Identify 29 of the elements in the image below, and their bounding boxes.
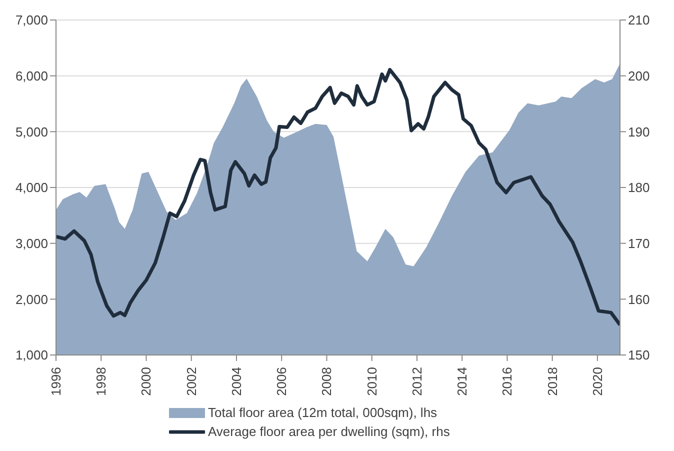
y-tick-label: 3,000 [15,236,48,251]
legend-label: Average floor area per dwelling (sqm), rhs [208,424,450,439]
x-tick-label: 2018 [544,367,560,396]
x-tick-label: 1996 [48,367,64,396]
y2-tick-label: 160 [628,292,650,307]
x-tick-label: 1998 [94,367,109,396]
y2-tick-label: 190 [628,124,650,140]
y-tick-label: 1,000 [15,348,48,363]
y-tick-label: 6,000 [15,68,48,84]
x-tick-label: 2000 [138,367,154,396]
y2-tick-label: 200 [628,68,650,84]
x-tick-label: 2010 [364,367,380,396]
x-tick-label: 2002 [184,367,199,396]
x-tick-label: 2012 [409,367,424,396]
y-tick-label: 5,000 [15,124,48,140]
y-tick-label: 7,000 [15,12,48,28]
y2-tick-label: 210 [628,12,650,28]
y2-tick-label: 170 [628,236,650,251]
x-tick-label: 2004 [228,367,244,396]
x-tick-label: 2020 [590,367,605,396]
legend-label: Total floor area (12m total, 000sqm), lhs [208,405,438,420]
x-tick-label: 2008 [319,367,334,396]
x-tick-label: 2014 [454,367,470,396]
x-tick-label: 2006 [274,367,290,396]
y-tick-label: 4,000 [15,180,48,196]
x-tick-label: 2016 [500,367,515,396]
y2-tick-label: 180 [628,180,650,196]
y2-tick-label: 150 [628,348,650,363]
y-tick-label: 2,000 [15,292,48,307]
